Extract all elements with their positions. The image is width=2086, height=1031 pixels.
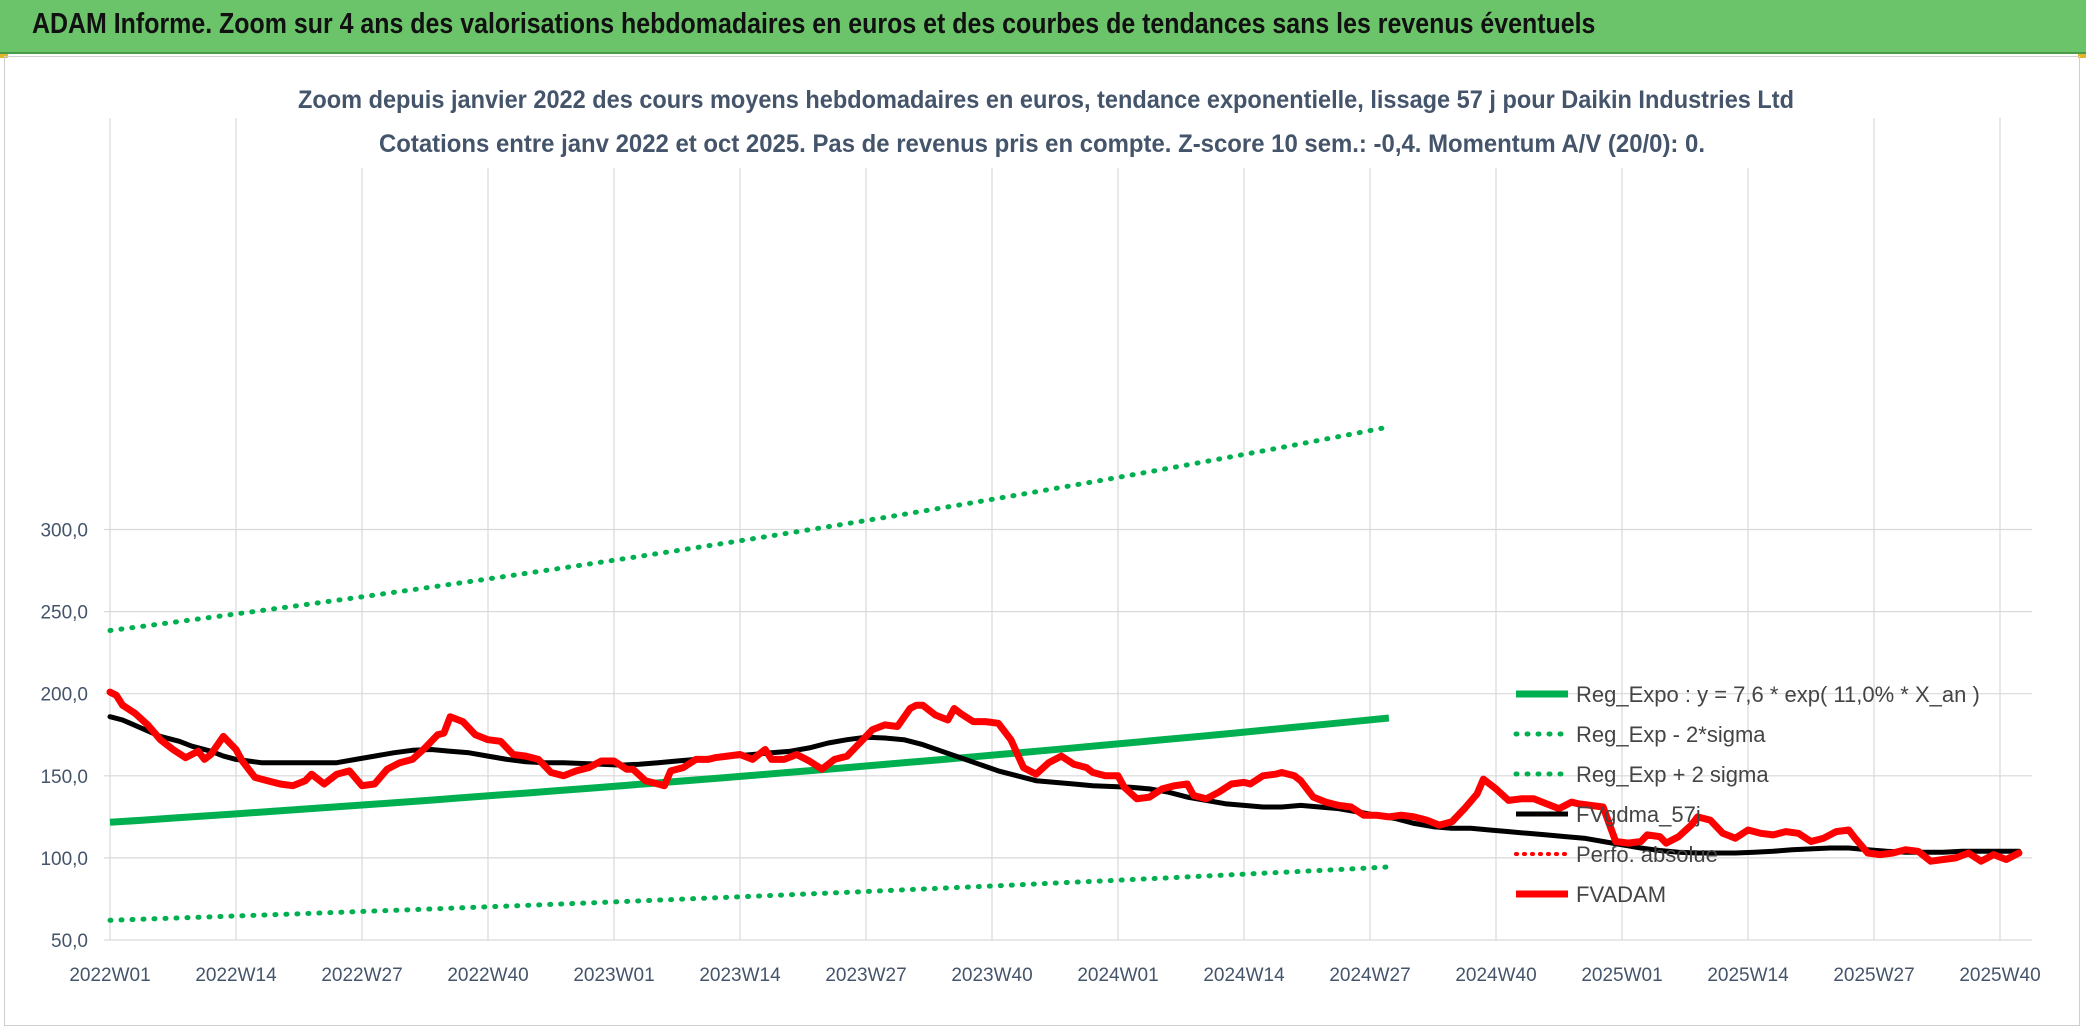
x-tick-label: 2025W01 <box>1581 965 1662 986</box>
x-tick-label: 2024W01 <box>1077 965 1158 986</box>
series-fvadam <box>106 688 2023 865</box>
chart-frame <box>4 56 2080 1026</box>
y-tick-label: 100,0 <box>40 849 88 870</box>
x-tick-label: 2023W40 <box>951 965 1032 986</box>
y-tick-label: 200,0 <box>40 685 88 706</box>
x-tick-label: 2022W14 <box>195 965 277 986</box>
x-tick-label: 2024W14 <box>1203 965 1285 986</box>
x-tick-label: 2024W40 <box>1455 965 1536 986</box>
y-tick-label: 150,0 <box>40 767 88 788</box>
y-tick-label: 50,0 <box>51 931 88 952</box>
x-tick-label: 2023W27 <box>825 965 906 986</box>
series-fvgdma-57j <box>107 714 2022 856</box>
legend-label: FVgdma_57j <box>1576 802 1701 827</box>
x-tick-label: 2023W14 <box>699 965 781 986</box>
x-tick-label: 2022W01 <box>69 965 150 986</box>
chart-title: Zoom depuis janvier 2022 des cours moyen… <box>298 86 1794 114</box>
x-tick-label: 2025W40 <box>1959 965 2040 986</box>
x-tick-label: 2025W27 <box>1833 965 1914 986</box>
y-tick-label: 250,0 <box>40 603 88 624</box>
x-tick-label: 2024W27 <box>1329 965 1410 986</box>
x-tick-label: 2023W01 <box>573 965 654 986</box>
series-reg-exp-plus-2sigma <box>107 424 1392 633</box>
legend-label: FVADAM <box>1576 882 1666 907</box>
banner-corner-right <box>2078 54 2086 58</box>
report-banner: ADAM Informe. Zoom sur 4 ans des valoris… <box>0 0 2086 54</box>
series-reg-expo <box>109 714 1390 826</box>
chart-subtitle: Cotations entre janv 2022 et oct 2025. P… <box>379 130 1705 158</box>
x-tick-label: 2025W14 <box>1707 965 1789 986</box>
x-tick-label: 2022W27 <box>321 965 402 986</box>
legend-label: Reg_Exp - 2*sigma <box>1576 722 1766 747</box>
legend-label: Reg_Exp + 2 sigma <box>1576 762 1769 787</box>
report-title: ADAM Informe. Zoom sur 4 ans des valoris… <box>32 8 1596 40</box>
x-tick-label: 2022W40 <box>447 965 528 986</box>
chart-title-background <box>290 78 1790 168</box>
y-tick-label: 300,0 <box>40 521 88 542</box>
legend-label: Reg_Expo : y = 7,6 * exp( 11,0% * X_an ) <box>1576 682 1980 707</box>
legend-label: Perfo. absolue <box>1576 842 1718 867</box>
series-reg-exp-minus-2sigma <box>107 864 1392 923</box>
